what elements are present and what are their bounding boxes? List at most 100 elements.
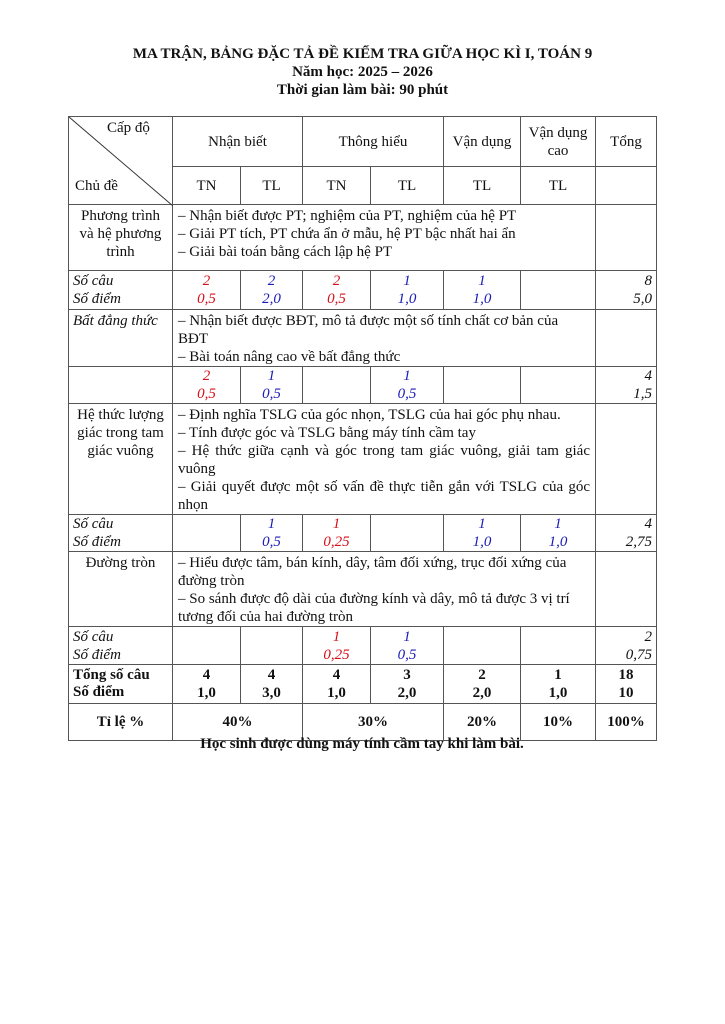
total-cell: 18 10 bbox=[595, 664, 657, 704]
total-p-label: Số điểm bbox=[73, 684, 125, 700]
total-p: 10 bbox=[618, 685, 634, 701]
question-count bbox=[525, 628, 591, 646]
question-count: 1 bbox=[403, 273, 411, 289]
description-line: – Giải PT tích, PT chứa ẩn ở mẫu, hệ PT … bbox=[178, 226, 516, 242]
count-cell: 1 0,5 bbox=[240, 514, 303, 552]
description-line: – Hiểu được tâm, bán kính, dây, tâm đối … bbox=[178, 555, 567, 589]
point-value bbox=[177, 533, 236, 551]
question-count: 2 bbox=[644, 628, 653, 645]
total-q: 2 bbox=[478, 667, 486, 683]
point-value: 0,5 bbox=[327, 291, 346, 307]
topic-name: Đường tròn bbox=[68, 551, 173, 627]
corner-header: Cấp độ Chủ đề bbox=[68, 116, 173, 206]
point-value: 1,0 bbox=[472, 291, 492, 307]
total-q: 4 bbox=[267, 667, 276, 683]
total-p: 2,0 bbox=[397, 685, 417, 701]
sub-tn: TN bbox=[302, 166, 371, 205]
point-value: 0,5 bbox=[197, 386, 216, 402]
total-cell: 4 3,0 bbox=[240, 664, 303, 704]
total-q: 4 bbox=[202, 667, 211, 683]
count-cell: 1 0,5 bbox=[370, 626, 444, 665]
count-cell bbox=[443, 366, 521, 404]
total-q: 3 bbox=[403, 667, 411, 683]
topic-description: – Nhận biết được BĐT, mô tả được một số … bbox=[172, 309, 596, 367]
sub-empty bbox=[595, 166, 657, 205]
question-count bbox=[448, 367, 516, 385]
total-cell: 3 2,0 bbox=[370, 664, 444, 704]
question-count: 1 bbox=[332, 628, 341, 645]
exam-time: Thời gian làm bài: 90 phút bbox=[276, 82, 449, 98]
question-count: 2 bbox=[267, 273, 276, 289]
question-count: 4 bbox=[644, 516, 653, 532]
total-label: Tổng số câu Số điểm bbox=[68, 664, 173, 704]
count-cell bbox=[520, 626, 596, 665]
topic-total-cell: 2 0,75 bbox=[595, 626, 657, 665]
so-cau-label: Số câu bbox=[73, 516, 114, 532]
question-count bbox=[177, 628, 236, 646]
header-van-dung: Vận dụng bbox=[443, 116, 521, 167]
count-cell: 2 2,0 bbox=[240, 270, 303, 310]
point-value: 0,25 bbox=[323, 646, 350, 663]
count-cell: 2 0,5 bbox=[172, 270, 241, 310]
description-line: – So sánh được độ dài của đường kính và … bbox=[178, 591, 570, 625]
point-value: 1,0 bbox=[548, 534, 568, 550]
topic-total-empty bbox=[595, 403, 657, 515]
question-count: 1 bbox=[403, 368, 411, 384]
point-value: 0,5 bbox=[397, 386, 417, 402]
description-line: – Giải quyết được một số vấn đề thực tiễ… bbox=[178, 479, 590, 513]
count-cell: 1 0,5 bbox=[240, 366, 303, 404]
description-line: – Bài toán nâng cao về bất đẳng thức bbox=[178, 349, 401, 365]
total-q-label: Tổng số câu bbox=[73, 667, 150, 683]
point-value: 5,0 bbox=[633, 291, 652, 307]
point-value: 1,5 bbox=[633, 386, 652, 402]
topic-name: Phương trình và hệ phương trình bbox=[68, 204, 173, 271]
question-count: 2 bbox=[332, 273, 341, 289]
point-value bbox=[525, 646, 591, 664]
question-count: 2 bbox=[202, 368, 211, 384]
total-p: 1,0 bbox=[327, 685, 346, 701]
description-line: – Nhận biết được PT; nghiệm của PT, nghi… bbox=[178, 208, 517, 224]
question-count: 1 bbox=[478, 273, 486, 289]
count-cell: 2 0,5 bbox=[172, 366, 241, 404]
description-line: – Giải bài toán bằng cách lập hệ PT bbox=[178, 244, 393, 260]
ratio-thong-hieu: 30% bbox=[302, 703, 444, 741]
point-value: 0,75 bbox=[625, 646, 652, 663]
point-value bbox=[525, 290, 591, 308]
description-line: – Tính được góc và TSLG bằng máy tính cầ… bbox=[178, 425, 476, 441]
point-value: 0,5 bbox=[197, 291, 216, 307]
total-q: 1 bbox=[554, 667, 562, 683]
sub-tl: TL bbox=[370, 166, 444, 205]
topic-description: – Hiểu được tâm, bán kính, dây, tâm đối … bbox=[172, 551, 596, 627]
question-count bbox=[375, 515, 439, 533]
header-thong-hieu: Thông hiểu bbox=[302, 116, 444, 167]
count-cell: 1 0,25 bbox=[302, 514, 371, 552]
question-count bbox=[448, 628, 516, 646]
sub-tn: TN bbox=[172, 166, 241, 205]
doc-title: MA TRẬN, BẢNG ĐẶC TẢ ĐỀ KIỂM TRA GIỮA HỌ… bbox=[132, 46, 593, 62]
topic-description: – Nhận biết được PT; nghiệm của PT, nghi… bbox=[172, 204, 596, 271]
point-value bbox=[525, 385, 591, 403]
total-p: 2,0 bbox=[472, 685, 492, 701]
header-tong: Tổng bbox=[595, 116, 657, 167]
description-line: – Nhận biết được BĐT, mô tả được một số … bbox=[178, 313, 559, 347]
question-count: 4 bbox=[644, 368, 653, 384]
total-cell: 4 1,0 bbox=[302, 664, 371, 704]
total-cell: 4 1,0 bbox=[172, 664, 241, 704]
corner-topic: Chủ đề bbox=[75, 178, 118, 194]
total-q: 18 bbox=[618, 667, 634, 683]
count-label: Số câu Số điểm bbox=[68, 270, 173, 310]
so-cau-label: Số câu bbox=[73, 273, 114, 289]
count-label: Số câu Số điểm bbox=[68, 514, 173, 552]
topic-total-empty bbox=[595, 551, 657, 627]
point-value: 1,0 bbox=[397, 291, 417, 307]
count-cell: 2 0,5 bbox=[302, 270, 371, 310]
count-cell: 1 1,0 bbox=[443, 514, 521, 552]
so-diem-label: Số điểm bbox=[73, 534, 121, 550]
point-value: 1,0 bbox=[472, 534, 492, 550]
point-value bbox=[177, 646, 236, 664]
question-count: 8 bbox=[644, 273, 653, 289]
question-count bbox=[525, 272, 591, 290]
ratio-van-dung: 20% bbox=[443, 703, 521, 741]
point-value bbox=[448, 646, 516, 664]
topic-total-cell: 4 2,75 bbox=[595, 514, 657, 552]
